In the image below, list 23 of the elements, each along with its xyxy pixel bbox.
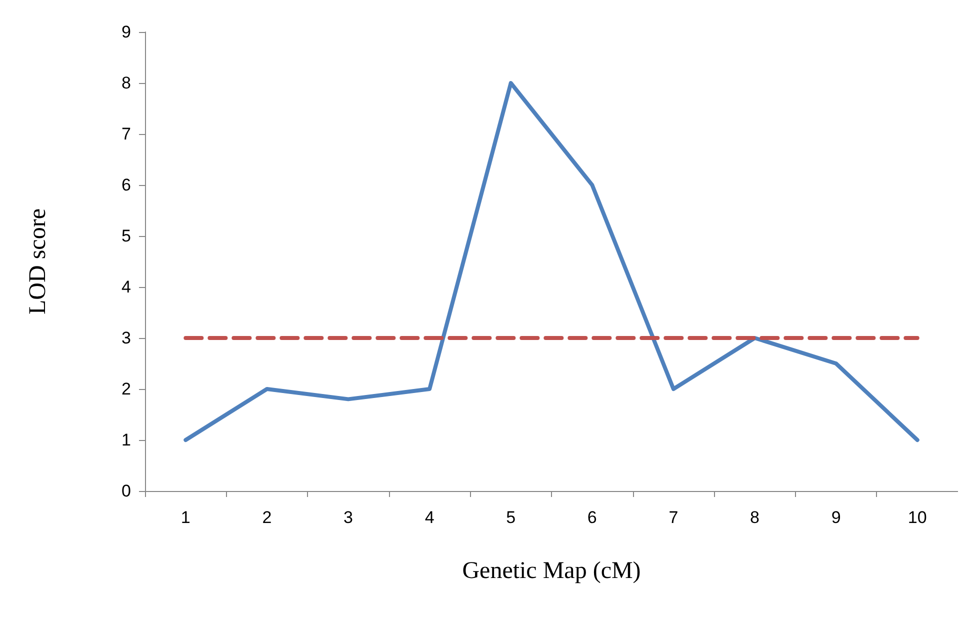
x-tick-label: 6 [587, 508, 597, 527]
y-tick-label: 2 [122, 380, 131, 398]
x-tick-label: 7 [668, 508, 678, 527]
x-axis-title: Genetic Map (cM) [462, 558, 641, 584]
y-tick-label: 1 [122, 430, 131, 450]
x-tick-label: 4 [424, 508, 434, 527]
x-tick-label: 5 [506, 508, 516, 527]
x-tick-label: 9 [831, 508, 841, 527]
x-tick-label: 2 [262, 508, 272, 527]
y-tick-label: 7 [122, 124, 131, 144]
y-tick-label: 8 [122, 74, 131, 92]
y-tick-label: 5 [122, 226, 131, 246]
y-tick-label: 0 [122, 482, 131, 500]
y-axis-title: LOD score [25, 208, 51, 314]
x-tick-label: 1 [180, 508, 190, 527]
line-series [184, 81, 920, 442]
x-tick-label: 10 [908, 508, 927, 527]
y-tick-label: 9 [122, 22, 131, 42]
x-tick-label: 3 [344, 508, 353, 527]
y-tick-label: 6 [122, 176, 131, 194]
y-tick-label: 3 [122, 328, 131, 348]
x-tick-label: 8 [750, 508, 760, 527]
y-tick-label: 4 [122, 278, 131, 296]
